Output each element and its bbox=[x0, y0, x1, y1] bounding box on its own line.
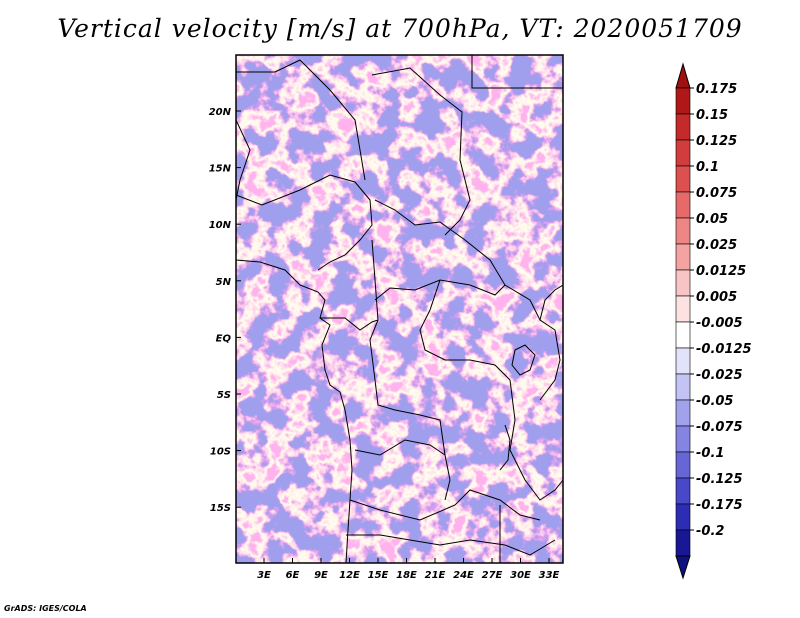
colorbar-box bbox=[675, 87, 691, 115]
colorbar-label: -0.075 bbox=[696, 420, 743, 435]
map-frame bbox=[235, 54, 564, 564]
lon-label: 33E bbox=[539, 570, 560, 581]
lat-label: 5N bbox=[216, 277, 232, 288]
colorbar-box bbox=[675, 113, 691, 141]
colorbar-box bbox=[675, 139, 691, 167]
colorbar-label: 0.0125 bbox=[696, 264, 746, 279]
colorbar-box bbox=[675, 399, 691, 427]
colorbar-box bbox=[675, 425, 691, 453]
colorbar-label: -0.2 bbox=[696, 524, 724, 539]
colorbar-label: -0.005 bbox=[696, 316, 743, 331]
colorbar-label: -0.175 bbox=[696, 498, 743, 513]
colorbar-box bbox=[675, 503, 691, 531]
lat-label: 10N bbox=[209, 220, 232, 231]
colorbar-label: 0.15 bbox=[696, 108, 728, 123]
lat-label: 10S bbox=[210, 447, 231, 458]
colorbar-label: 0.125 bbox=[696, 134, 737, 149]
lon-label: 15E bbox=[368, 570, 389, 581]
lon-label: 3E bbox=[257, 570, 271, 581]
credit-text: GrADS: IGES/COLA bbox=[4, 604, 87, 613]
colorbar-box bbox=[675, 477, 691, 505]
colorbar: 0.175 0.15 0.125 0.1 0.075 0.05 0.025 0.0125 0.0… bbox=[675, 62, 752, 580]
colorbar-label: -0.025 bbox=[696, 368, 743, 383]
lon-label: 6E bbox=[286, 570, 300, 581]
colorbar-label: 0.175 bbox=[696, 82, 737, 97]
lon-label: 24E bbox=[453, 570, 474, 581]
colorbar-box bbox=[675, 165, 691, 193]
colorbar-label: 0.025 bbox=[696, 238, 737, 253]
colorbar-box bbox=[675, 295, 691, 323]
colorbar-label: 0.075 bbox=[696, 186, 737, 201]
colorbar-label: 0.1 bbox=[696, 160, 719, 175]
colorbar-box bbox=[675, 269, 691, 297]
colorbar-label: 0.005 bbox=[696, 290, 737, 305]
velocity-field bbox=[236, 55, 563, 563]
colorbar-label: -0.0125 bbox=[696, 342, 752, 357]
colorbar-box bbox=[675, 217, 691, 245]
colorbar-top-arrow bbox=[675, 62, 691, 89]
lat-label: 15N bbox=[209, 164, 232, 175]
colorbar-box bbox=[675, 373, 691, 401]
latitude-axis: 20N 15N 10N 5N EQ 5S 10S 15S bbox=[209, 107, 241, 514]
lon-label: 12E bbox=[339, 570, 360, 581]
map-panel: 20N 15N 10N 5N EQ 5S 10S 15S 3E 6E 9E 12E 15E 18E 21E… bbox=[209, 54, 564, 581]
lat-label: 5S bbox=[217, 390, 231, 401]
colorbar-box bbox=[675, 321, 691, 349]
colorbar-label: 0.05 bbox=[696, 212, 728, 227]
colorbar-box bbox=[675, 451, 691, 479]
colorbar-box bbox=[675, 529, 691, 557]
colorbar-box bbox=[675, 347, 691, 375]
longitude-axis: 3E 6E 9E 12E 15E 18E 21E 24E 27E 30E 33E bbox=[257, 558, 560, 581]
lon-label: 21E bbox=[425, 570, 446, 581]
colorbar-bottom-arrow bbox=[675, 555, 691, 580]
colorbar-box bbox=[675, 191, 691, 219]
lon-label: 30E bbox=[510, 570, 531, 581]
lon-label: 18E bbox=[396, 570, 417, 581]
lon-label: 27E bbox=[482, 570, 503, 581]
lon-label: 9E bbox=[314, 570, 328, 581]
lat-label: 15S bbox=[210, 503, 231, 514]
colorbar-label: -0.05 bbox=[696, 394, 733, 409]
colorbar-label: -0.1 bbox=[696, 446, 724, 461]
lat-label: 20N bbox=[209, 107, 232, 118]
country-borders bbox=[236, 55, 563, 563]
chart-title: Vertical velocity [m/s] at 700hPa, VT: 2… bbox=[57, 14, 743, 43]
colorbar-label: -0.125 bbox=[696, 472, 743, 487]
lat-label: EQ bbox=[216, 333, 232, 344]
colorbar-box bbox=[675, 243, 691, 271]
